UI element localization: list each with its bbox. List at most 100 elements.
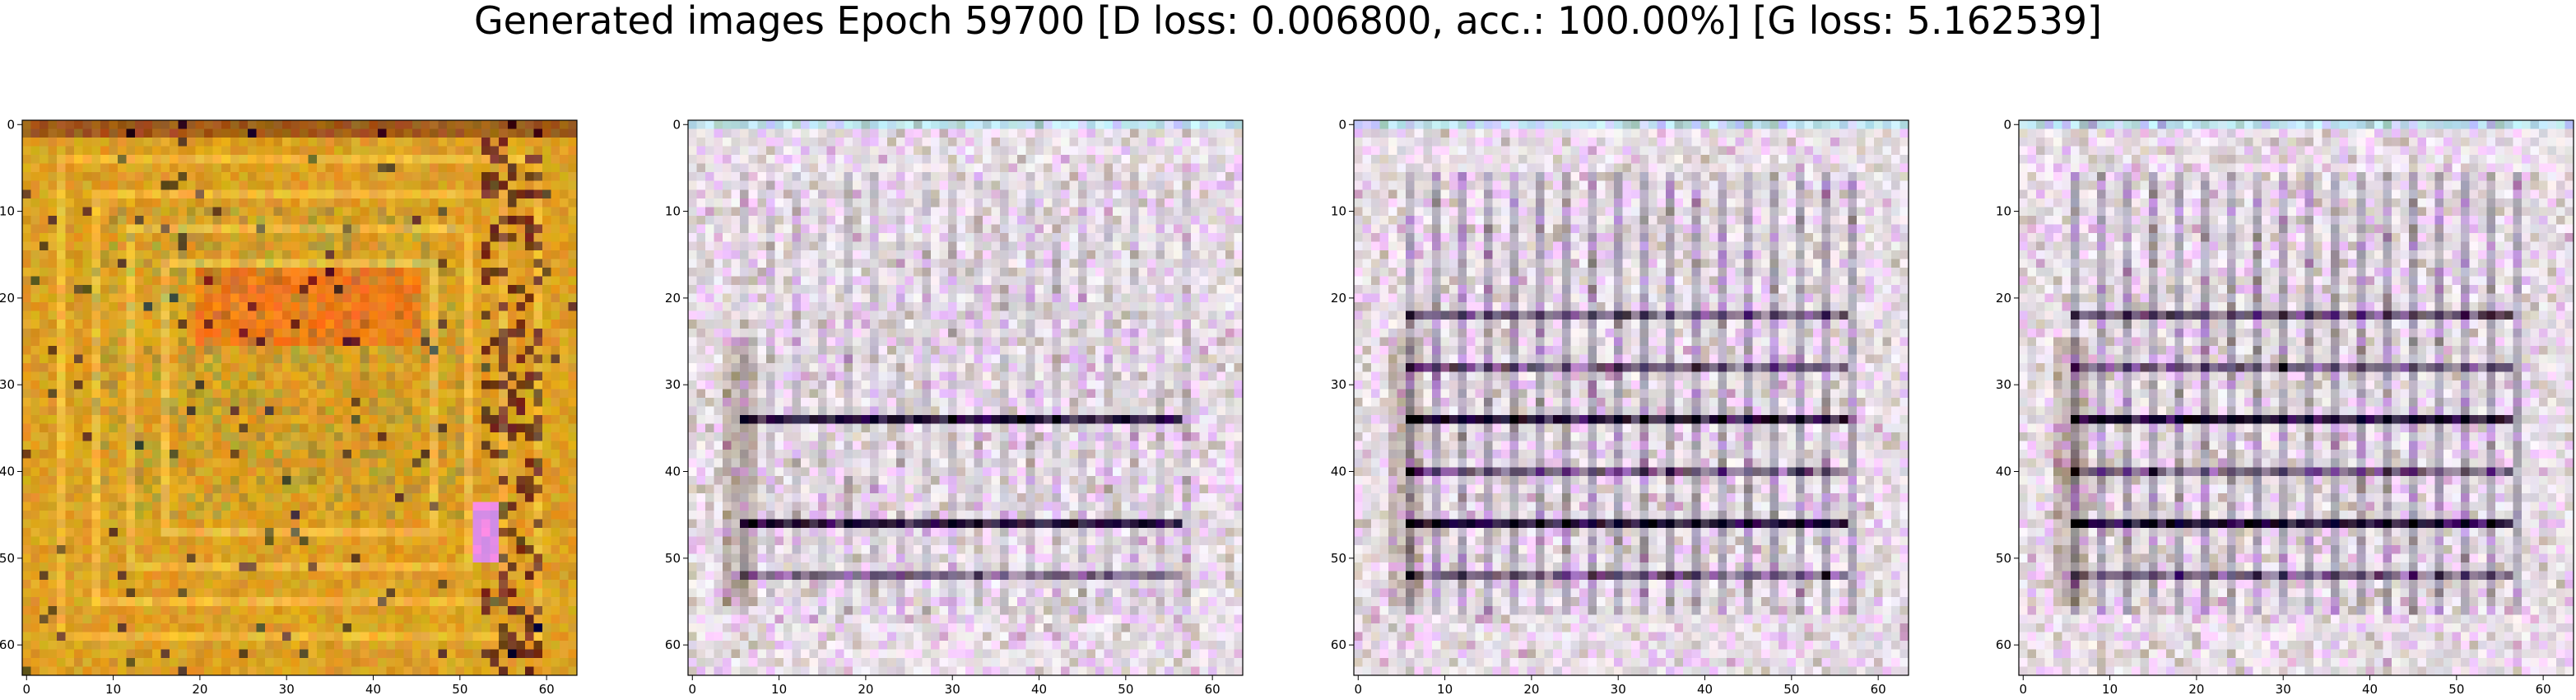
pixel xyxy=(291,572,300,581)
pixel xyxy=(31,407,40,416)
pixel xyxy=(887,147,896,156)
pixel xyxy=(697,233,706,242)
pixel xyxy=(100,268,109,277)
pixel xyxy=(300,207,309,216)
pixel xyxy=(291,329,300,338)
pixel xyxy=(126,198,135,208)
pixel xyxy=(412,424,421,433)
pixel xyxy=(343,666,352,675)
pixel xyxy=(403,224,412,233)
pixel xyxy=(992,120,1001,129)
pixel xyxy=(809,216,818,225)
pixel xyxy=(360,329,370,338)
pixel xyxy=(714,224,723,233)
pixel xyxy=(334,198,343,208)
pixel xyxy=(456,320,465,329)
pixel xyxy=(74,120,83,129)
pixel xyxy=(430,519,439,528)
pixel xyxy=(343,311,352,320)
pixel xyxy=(196,528,205,537)
pixel xyxy=(170,562,179,572)
pixel xyxy=(161,649,170,658)
pixel xyxy=(317,129,326,138)
pixel xyxy=(204,545,213,554)
pixel xyxy=(412,363,421,372)
pixel xyxy=(568,320,577,329)
pixel xyxy=(49,250,58,259)
pixel xyxy=(57,320,66,329)
pixel xyxy=(57,554,66,563)
pixel xyxy=(491,311,500,320)
pixel xyxy=(931,216,940,225)
pixel xyxy=(309,363,318,372)
pixel xyxy=(499,389,508,398)
pixel xyxy=(1035,138,1044,147)
pixel xyxy=(57,459,66,468)
pixel xyxy=(49,389,58,398)
pixel xyxy=(161,268,170,277)
pixel xyxy=(378,519,387,528)
pixel xyxy=(974,138,983,147)
pixel xyxy=(560,181,569,190)
pixel xyxy=(282,398,291,407)
pixel xyxy=(386,259,395,268)
pixel xyxy=(334,147,343,156)
pixel xyxy=(31,189,40,198)
pixel xyxy=(464,302,473,311)
pixel xyxy=(100,476,109,485)
pixel xyxy=(430,537,439,546)
pixel xyxy=(74,554,83,563)
pixel xyxy=(525,580,534,589)
pixel xyxy=(1208,181,1217,190)
pixel xyxy=(309,467,318,476)
pixel xyxy=(256,450,265,459)
pixel xyxy=(862,224,871,233)
pixel xyxy=(256,389,265,398)
pixel xyxy=(152,614,161,623)
pixel xyxy=(491,432,500,441)
pixel xyxy=(783,164,793,173)
pixel xyxy=(992,233,1001,242)
pixel xyxy=(1191,181,1200,190)
pixel xyxy=(31,302,40,311)
pixel xyxy=(161,450,170,459)
pixel xyxy=(118,224,127,233)
pixel xyxy=(430,528,439,537)
pixel xyxy=(525,302,534,311)
pixel xyxy=(83,450,92,459)
pixel xyxy=(481,432,491,441)
pixel xyxy=(378,614,387,623)
pixel xyxy=(1216,181,1225,190)
pixel xyxy=(213,537,222,546)
pixel xyxy=(551,658,560,667)
pixel xyxy=(187,441,196,450)
pixel xyxy=(135,285,144,294)
pixel xyxy=(369,528,378,537)
pixel xyxy=(187,189,196,198)
pixel xyxy=(378,189,387,198)
pixel xyxy=(126,311,135,320)
pixel xyxy=(516,346,525,355)
pixel xyxy=(239,502,248,511)
pixel xyxy=(31,666,40,675)
pixel xyxy=(1104,216,1114,225)
pixel xyxy=(965,207,974,216)
pixel xyxy=(853,224,862,233)
pixel xyxy=(256,580,265,589)
pixel xyxy=(126,545,135,554)
pixel xyxy=(118,277,127,286)
pixel xyxy=(179,606,188,615)
pixel xyxy=(326,554,335,563)
pixel xyxy=(499,346,508,355)
pixel xyxy=(204,346,213,355)
pixel xyxy=(118,268,127,277)
pixel xyxy=(66,311,75,320)
pixel xyxy=(179,424,188,433)
pixel xyxy=(533,311,542,320)
pixel xyxy=(317,545,326,554)
pixel xyxy=(118,285,127,294)
pixel xyxy=(196,294,205,303)
pixel xyxy=(83,233,92,242)
pixel xyxy=(774,233,783,242)
pixel xyxy=(774,120,783,129)
